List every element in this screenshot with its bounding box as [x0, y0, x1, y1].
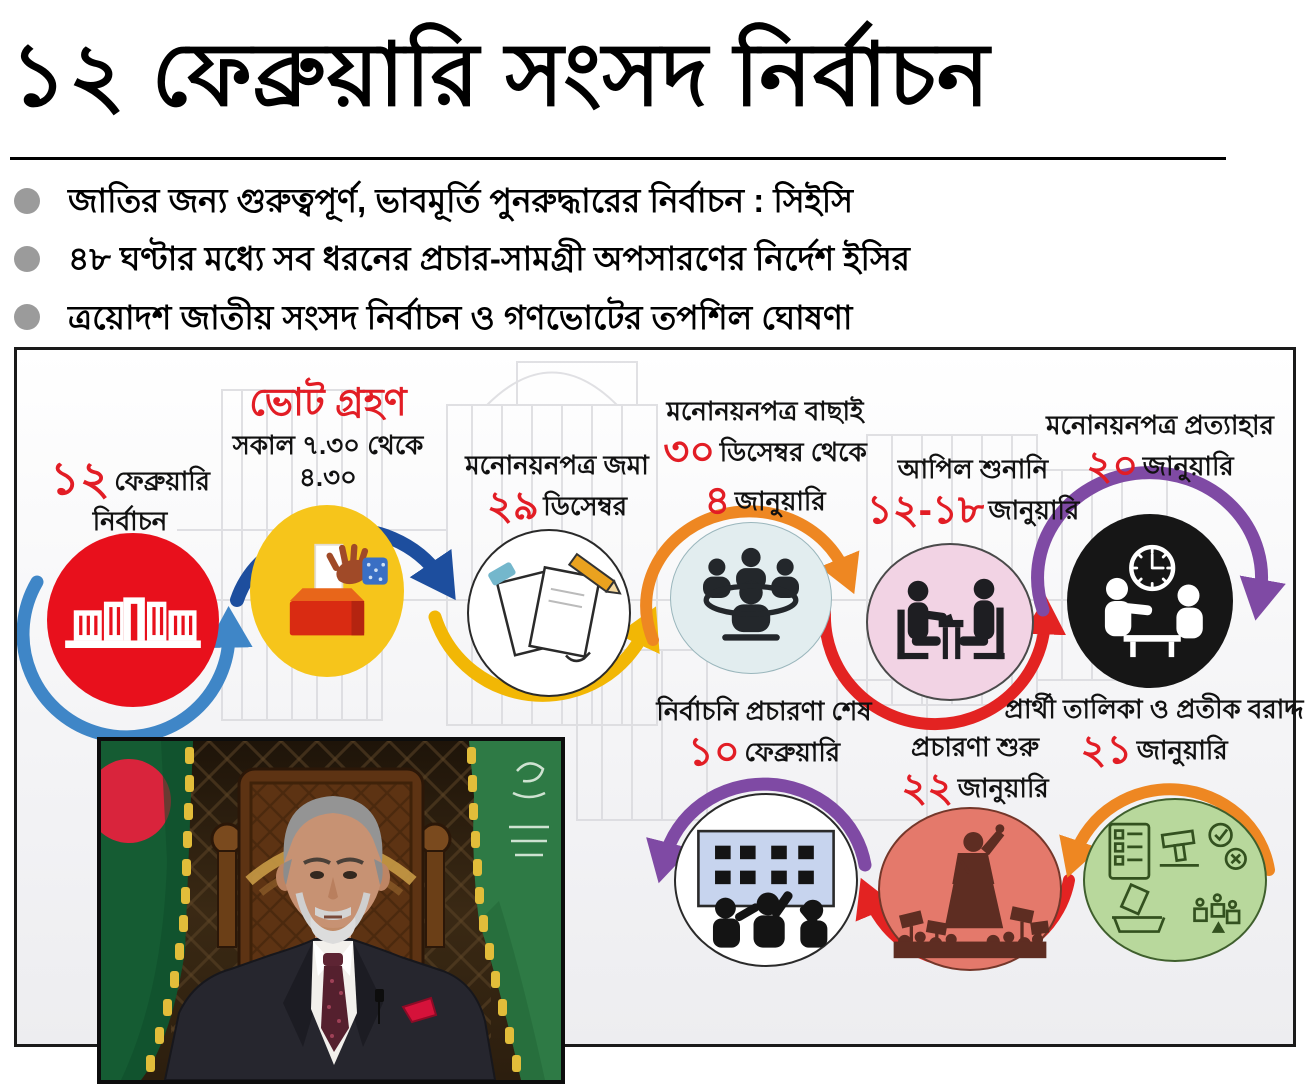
step-nomination-scrutiny-circle	[670, 522, 832, 674]
step-title: ভোট গ্রহণ	[249, 382, 407, 424]
step-date-word: জানুয়ারি	[957, 772, 1049, 803]
arrow-arc-orange-bottom	[1059, 783, 1275, 878]
step-nomination-withdrawal-label: মনোনয়নপত্র প্রত্যাহার ২০ জানুয়ারি	[1017, 410, 1303, 491]
step-label: নির্বাচনি প্রচারণা শেষ	[656, 696, 872, 726]
headline-rule	[10, 157, 1226, 160]
bullet-text: ত্রয়োদশ জাতীয় সংসদ নির্বাচন ও গণভোটের …	[68, 298, 853, 336]
step-label: মনোনয়নপত্র প্রত্যাহার	[1046, 410, 1274, 440]
step-date-number: ৪	[704, 478, 731, 523]
step-date-word: জানুয়ারি	[988, 494, 1080, 525]
step-nomination-scrutiny-label: মনোনয়নপত্র বাছাই ৩০ ডিসেম্বর থেকে ৪ জান…	[635, 396, 895, 525]
arrow-arc-orange-top	[640, 505, 860, 646]
step-date-number: ২৯	[486, 483, 539, 528]
cec-photo	[97, 737, 565, 1084]
step-campaign-end-label: নির্বাচনি প্রচারণা শেষ ১০ ফেব্রুয়ারি	[633, 696, 895, 777]
committee-meeting-icon	[703, 547, 799, 641]
bullet-list: জাতির জন্য গুরুত্বপূর্ণ, ভাবমূর্তি পুনরু…	[14, 180, 1294, 355]
step-nomination-submission-circle	[467, 529, 631, 697]
step-appeal-hearing-circle	[866, 543, 1034, 701]
step-label: প্রার্থী তালিকা ও প্রতীক বরাদ্দ	[1004, 694, 1304, 724]
step-date-number: ২২	[901, 765, 954, 810]
step-date-number: ১২-১৮	[866, 487, 984, 532]
ec-flag	[467, 741, 561, 1080]
step-time-line2: ৪.৩০	[299, 462, 357, 493]
step-time-line1: সকাল ৭.৩০ থেকে	[232, 430, 424, 461]
step-candidate-list-circle	[1083, 798, 1267, 962]
hand-ballot-box-icon	[289, 543, 388, 636]
cec-photo-scene	[101, 741, 561, 1080]
step-date-number: ১২	[50, 452, 110, 504]
step-election-day-label: ১২ ফেব্রুয়ারি নির্বাচন	[25, 450, 235, 538]
cec-portrait	[163, 796, 497, 1080]
arrow-arc-purple-top	[1031, 466, 1286, 621]
step-nomination-submission-label: মনোনয়নপত্র জমা ২৯ ডিসেম্বর	[445, 450, 669, 531]
parliament-building-icon	[65, 597, 201, 648]
bullet-dot	[14, 187, 40, 214]
page-title: ১২ ফেব্রুয়ারি সংসদ নির্বাচন	[10, 25, 991, 124]
step-date-number: ১০	[687, 729, 740, 774]
step-vote-casting-label: ভোট গ্রহণ সকাল ৭.৩০ থেকে ৪.৩০	[205, 380, 451, 494]
calendar-crowd-icon	[697, 829, 835, 948]
step-date-word: ফেব্রুয়ারি	[114, 466, 210, 496]
nomination-papers-icon	[488, 552, 622, 663]
step-date-word: জানুয়ারি	[1142, 450, 1234, 481]
bullet-text: জাতির জন্য গুরুত্বপূর্ণ, ভাবমূর্তি পুনরু…	[68, 182, 854, 219]
ballot-symbols-icon	[1108, 822, 1247, 933]
bullet-item: জাতির জন্য গুরুত্বপূর্ণ, ভাবমূর্তি পুনরু…	[14, 180, 1294, 221]
bangladesh-flag	[101, 741, 194, 1080]
step-campaign-end-circle	[674, 793, 858, 967]
arrow-arc-lightblue	[17, 575, 253, 744]
step-candidate-list-label: প্রার্থী তালিকা ও প্রতীক বরাদ্দ ২১ জানুয…	[1001, 694, 1307, 775]
step-election-day-circle	[47, 533, 219, 707]
clock-meeting-icon	[1104, 544, 1203, 658]
step-date-word: জানুয়ারি	[1136, 734, 1228, 765]
step-label: মনোনয়নপত্র বাছাই	[666, 396, 864, 426]
step-campaign-start-label: প্রচারণা শুরু ২২ জানুয়ারি	[857, 732, 1093, 813]
hearing-desk-icon	[897, 578, 1005, 660]
step-date-number: ২১	[1080, 727, 1133, 772]
bullet-text: ৪৮ ঘণ্টার মধ্যে সব ধরনের প্রচার-সামগ্রী …	[68, 240, 910, 278]
flag-fringe	[467, 747, 521, 1072]
step-campaign-start-circle	[878, 807, 1062, 971]
step-date-word: ফেব্রুয়ারি	[744, 736, 841, 767]
bullet-item: ত্রয়োদশ জাতীয় সংসদ নির্বাচন ও গণভোটের …	[14, 297, 1294, 338]
arrow-arc-red-top	[818, 596, 1067, 730]
bullet-dot	[14, 245, 40, 272]
step-appeal-hearing-label: আপিল শুনানি ১২-১৮ জানুয়ারি	[857, 454, 1089, 535]
campaign-rally-icon	[893, 824, 1050, 959]
bullet-item: ৪৮ ঘণ্টার মধ্যে সব ধরনের প্রচার-সামগ্রী …	[14, 238, 1294, 279]
bullet-dot	[14, 304, 40, 331]
step-vote-casting-circle	[250, 505, 404, 677]
step-date-word: ডিসেম্বর থেকে	[719, 436, 867, 467]
step-label: মনোনয়নপত্র জমা	[465, 450, 649, 480]
step-date-number: ২০	[1086, 443, 1139, 488]
step-date-number: ৩০	[663, 429, 716, 474]
arrow-arc-purple-bottom	[646, 777, 872, 884]
step-label: আপিল শুনানি	[897, 454, 1049, 484]
step-date-word: ডিসেম্বর	[543, 490, 628, 521]
step-nomination-withdrawal-circle	[1067, 514, 1233, 688]
step-date-word: জানুয়ারি	[734, 485, 826, 516]
step-label: নির্বাচন	[92, 506, 168, 537]
step-label: প্রচারণা শুরু	[910, 732, 1040, 762]
flag-fringe	[146, 747, 194, 1072]
